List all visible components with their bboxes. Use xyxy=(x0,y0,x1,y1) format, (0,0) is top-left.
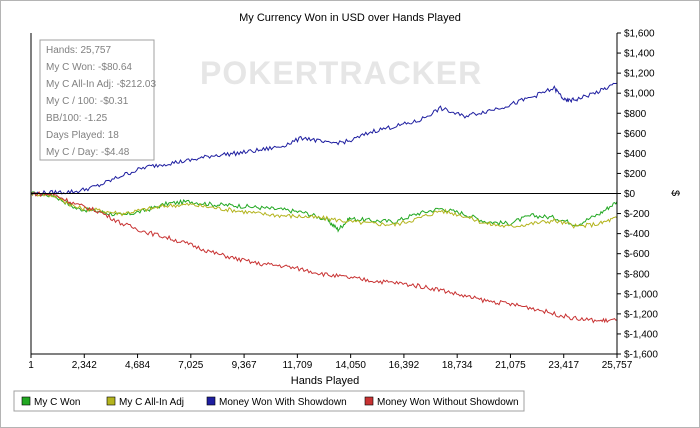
legend-swatch xyxy=(21,396,31,406)
y-tick-label: $0 xyxy=(624,189,636,200)
legend-box xyxy=(13,390,525,412)
stats-line: BB/100: -1.25 xyxy=(46,113,108,124)
stats-line: My C / Day: -$4.48 xyxy=(46,147,130,158)
y-tick-label: $-1,000 xyxy=(624,289,658,300)
stats-line: Hands: 25,757 xyxy=(46,45,111,56)
stats-line: Days Played: 18 xyxy=(46,130,119,141)
legend-swatch xyxy=(364,396,374,406)
legend-label: My C All-In Adj xyxy=(119,397,184,408)
x-tick-label: 14,050 xyxy=(335,360,366,371)
x-tick-label: 4,684 xyxy=(125,360,150,371)
y-tick-label: $1,200 xyxy=(624,69,655,80)
y-axis-title: $ xyxy=(669,190,681,196)
legend-label: Money Won Without Showdown xyxy=(377,397,519,408)
stats-line: My C Won: -$80.64 xyxy=(46,62,132,73)
y-tick-label: $-200 xyxy=(624,209,650,220)
x-tick-label: 1 xyxy=(28,360,34,371)
legend-swatch xyxy=(106,396,116,406)
x-tick-label: 23,417 xyxy=(548,360,579,371)
y-tick-label: $-400 xyxy=(624,229,650,240)
y-tick-label: $400 xyxy=(624,149,647,160)
y-tick-label: $1,400 xyxy=(624,49,655,60)
y-tick-label: $-1,200 xyxy=(624,309,658,320)
stats-box-border xyxy=(39,39,155,161)
series-group xyxy=(30,82,618,324)
stats-line: My C / 100: -$0.31 xyxy=(46,96,129,107)
stats-box: Hands: 25,757 My C Won: -$80.64 My C All-I… xyxy=(39,39,156,161)
x-tick-label: 25,757 xyxy=(602,360,633,371)
stats-line: My C All-In Adj: -$212.03 xyxy=(46,79,156,90)
legend: My C Won My C All-In Adj Money Won With Sh… xyxy=(13,390,525,412)
y-tick-label: $800 xyxy=(624,109,647,120)
y-tick-label: $-1,400 xyxy=(624,329,658,340)
x-tick-label: 21,075 xyxy=(495,360,526,371)
y-tick-label: $1,000 xyxy=(624,89,655,100)
y-tick-label: $-600 xyxy=(624,249,650,260)
x-tick-label: 18,734 xyxy=(442,360,473,371)
series-line-3 xyxy=(30,82,618,196)
x-tick-label: 7,025 xyxy=(178,360,203,371)
y-tick-label: $1,600 xyxy=(624,29,655,40)
x-axis-title: Hands Played xyxy=(291,375,360,387)
series-line-1 xyxy=(30,191,618,233)
watermark: POKERTRACKER xyxy=(200,55,482,91)
chart-title: My Currency Won in USD over Hands Played xyxy=(239,12,461,24)
x-tick-label: 11,709 xyxy=(282,360,312,371)
x-tick-label: 16,392 xyxy=(389,360,420,371)
x-tick-label: 2,342 xyxy=(72,360,97,371)
axes: $1,600 $1,400 $1,200 $1,000 $800 $600 $400 $200… xyxy=(28,29,658,372)
y-tick-label: $600 xyxy=(624,129,647,140)
legend-label: Money Won With Showdown xyxy=(219,397,347,408)
y-tick-label: $200 xyxy=(624,169,647,180)
y-tick-label: $-800 xyxy=(624,269,650,280)
x-tick-label: 9,367 xyxy=(232,360,257,371)
watermark-text: POKERTRACKER xyxy=(200,55,482,91)
legend-label: My C Won xyxy=(34,397,81,408)
series-line-2 xyxy=(30,191,618,229)
series-line-4 xyxy=(30,191,618,324)
y-tick-label: $-1,600 xyxy=(624,350,658,361)
legend-swatch xyxy=(206,396,216,406)
